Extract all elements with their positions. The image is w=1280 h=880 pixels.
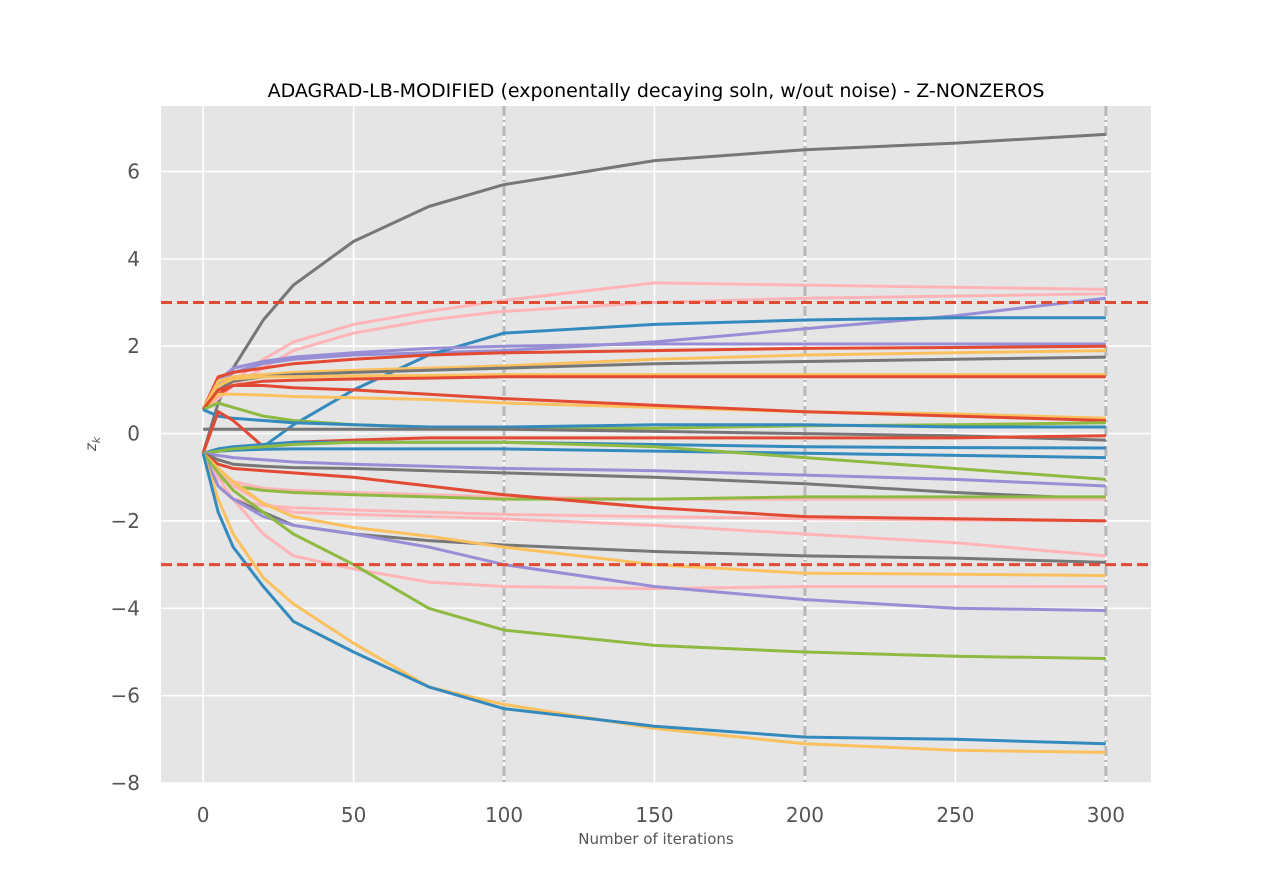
series-line-20 xyxy=(202,440,1107,481)
series-line-6 xyxy=(201,342,1106,411)
x-tick-label: 100 xyxy=(485,803,523,827)
y-tick-label: 4 xyxy=(127,247,140,271)
series-line-22 xyxy=(202,451,1106,501)
x-tick-labels: 0 50 100 150 200 250 300 xyxy=(197,803,1125,827)
y-tick-label: 2 xyxy=(127,334,140,358)
y-tick-label: 6 xyxy=(127,160,140,184)
x-tick-label: 250 xyxy=(936,803,974,827)
series-line-9 xyxy=(201,355,1106,411)
threshold-lines xyxy=(161,301,1151,567)
series-line-27 xyxy=(201,452,1107,558)
series-line-31 xyxy=(201,452,1106,612)
series-line-29 xyxy=(202,452,1106,577)
y-tick-label: −2 xyxy=(111,509,140,533)
x-axis-label: Number of iterations xyxy=(578,830,734,848)
series-line-26 xyxy=(202,451,1106,523)
x-tick-label: 0 xyxy=(197,803,210,827)
y-tick-label: −8 xyxy=(111,771,140,795)
series-group xyxy=(201,132,1107,754)
x-tick-label: 300 xyxy=(1087,803,1125,827)
x-tick-label: 150 xyxy=(635,803,673,827)
iteration-markers xyxy=(502,106,1108,783)
series-line-33 xyxy=(201,452,1106,754)
y-axis-label-subscript: k xyxy=(90,436,103,443)
series-line-16 xyxy=(203,427,1106,442)
y-axis-label: zk xyxy=(82,436,103,452)
y-tick-labels: −8 −6 −4 −2 0 2 4 6 xyxy=(111,160,140,795)
series-line-17 xyxy=(201,410,1106,454)
series-line-34 xyxy=(201,452,1106,746)
y-tick-label: −4 xyxy=(111,596,140,620)
series-line-21 xyxy=(202,451,1106,488)
series-line-13 xyxy=(201,384,1106,422)
series-line-10 xyxy=(201,373,1106,411)
x-tick-label: 50 xyxy=(341,803,366,827)
chart-title: ADAGRAD-LB-MODIFIED (exponentally decayi… xyxy=(268,80,1045,102)
series-line-7 xyxy=(201,344,1106,411)
y-tick-label: −6 xyxy=(111,684,140,708)
x-tick-label: 200 xyxy=(786,803,824,827)
series-line-32 xyxy=(201,452,1106,660)
y-tick-label: 0 xyxy=(127,422,140,446)
series-line-8 xyxy=(201,349,1106,411)
